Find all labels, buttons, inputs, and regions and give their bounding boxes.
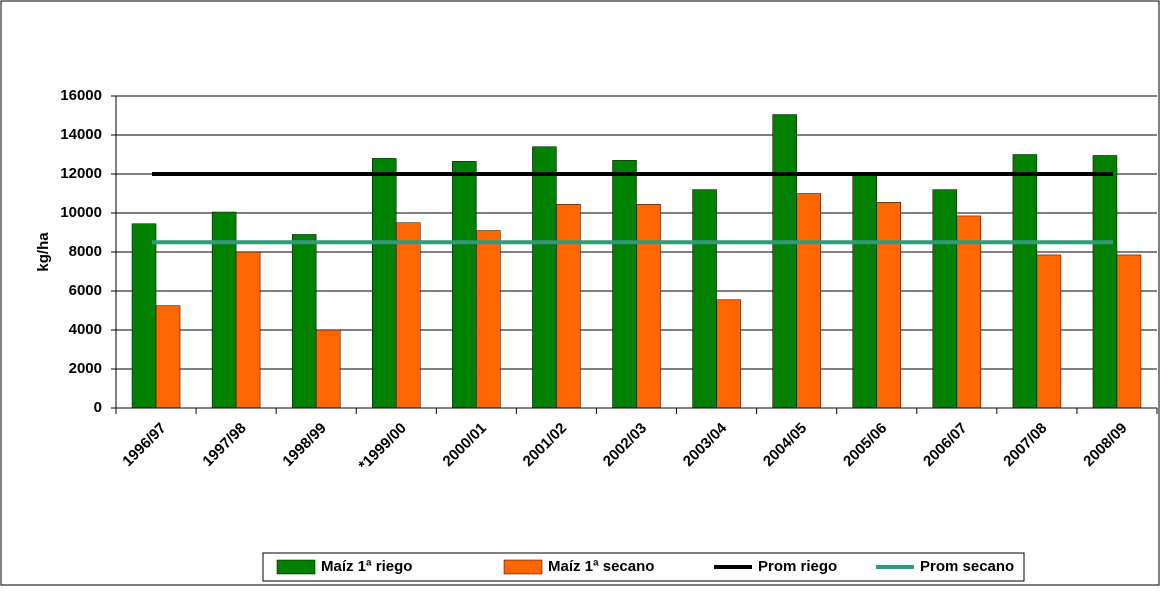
bar (452, 161, 477, 409)
bar (131, 223, 157, 409)
bar (692, 189, 717, 409)
y-tick-label: 10000 (60, 204, 102, 221)
y-tick-label: 4000 (69, 321, 102, 338)
bar (211, 211, 237, 409)
bar (932, 189, 958, 409)
bar (532, 146, 557, 409)
bar (476, 230, 501, 409)
bar (1012, 154, 1038, 409)
legend-swatch (276, 559, 316, 575)
bar (636, 203, 661, 409)
y-tick-label: 16000 (60, 87, 102, 104)
legend-label: Maíz 1ª secano (548, 558, 654, 575)
legend-label: Maíz 1ª riego (321, 558, 412, 575)
bar (315, 329, 341, 409)
bar (1036, 254, 1062, 409)
y-axis-label: kg/ha (35, 232, 52, 272)
bar (716, 299, 741, 409)
bar (556, 203, 581, 409)
legend-label: Prom riego (758, 558, 837, 575)
y-tick-label: 14000 (60, 126, 102, 143)
y-tick-label: 2000 (69, 360, 102, 377)
y-tick-label: 0 (94, 399, 102, 416)
legend-label: Prom secano (920, 558, 1014, 575)
bar (235, 251, 261, 409)
bar (1092, 155, 1118, 409)
y-tick-label: 8000 (69, 243, 102, 260)
legend-swatch (503, 559, 543, 575)
y-tick-label: 6000 (69, 282, 102, 299)
bar (956, 215, 982, 409)
bar (612, 160, 637, 409)
bar (155, 305, 181, 409)
bar (1116, 254, 1142, 409)
bar (372, 158, 397, 409)
y-tick-label: 12000 (60, 165, 102, 182)
bar (852, 173, 877, 409)
bar (876, 202, 901, 409)
bar (796, 193, 821, 409)
bar (291, 234, 317, 409)
bar (772, 114, 797, 409)
bar (396, 222, 421, 409)
